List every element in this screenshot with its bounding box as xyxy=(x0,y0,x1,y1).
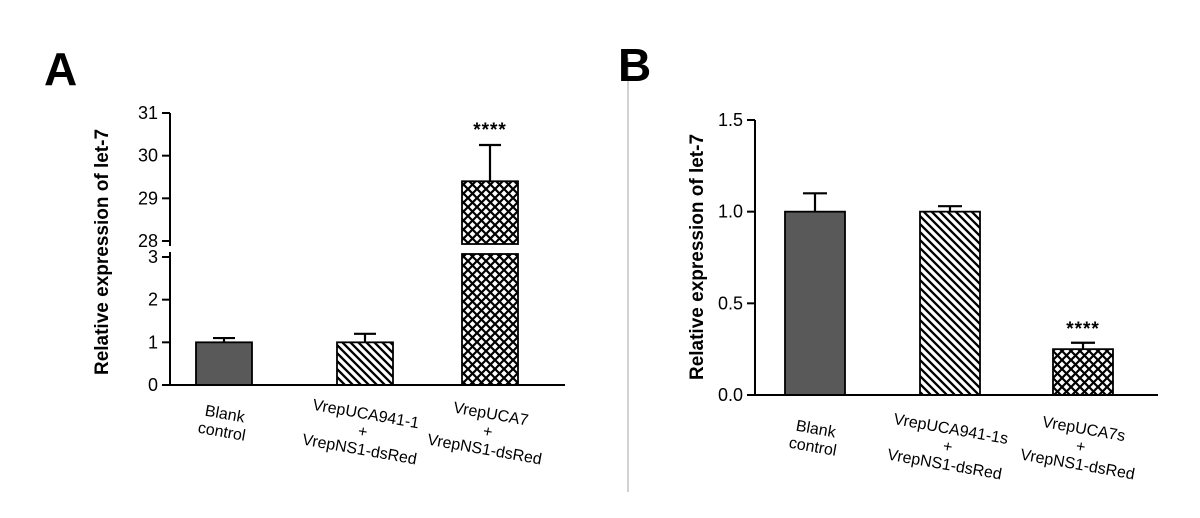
bar xyxy=(195,341,253,386)
y-tick-label: 1 xyxy=(148,332,158,352)
panel-a-label: A xyxy=(44,43,78,95)
panel-b-chart: 0.0 0.5 1.0 1.5 Blankcontrol VrepUCA941-1s+Vr… xyxy=(718,110,1158,483)
panel-a-chart: 0 1 2 328 29 30 31 Blankcontrol VrepUCA941-1+Vre… xyxy=(138,103,565,468)
y-tick-label: 2 xyxy=(148,290,158,310)
panel-b-label: B xyxy=(618,39,652,91)
x-category-label: VrepUCA941-1+VrepNS1-dsRed xyxy=(301,396,424,468)
y-tick-label: 1.5 xyxy=(718,110,743,130)
bar xyxy=(919,210,981,396)
y-tick-label: 0.5 xyxy=(718,293,743,313)
y-tick-label: 30 xyxy=(138,146,158,166)
bar-upper-segment xyxy=(461,180,519,245)
significance-stars: **** xyxy=(473,120,507,141)
panel-b-y-axis-title: Relative expression of let-7 xyxy=(687,133,708,381)
x-category-label: VrepUCA7+VrepNS1-dsRed xyxy=(426,396,549,468)
x-category-label: VrepUCA7s+VrepNS1-dsRed xyxy=(1019,411,1142,483)
x-category-label: Blankcontrol xyxy=(788,417,841,460)
bar-lower-segment xyxy=(461,253,519,386)
x-category-label: Blankcontrol xyxy=(197,402,250,445)
bar xyxy=(1052,348,1114,396)
y-tick-label: 29 xyxy=(138,188,158,208)
significance-stars: **** xyxy=(1066,319,1100,340)
y-tick-label: 31 xyxy=(138,103,158,123)
bar xyxy=(336,341,394,386)
bar xyxy=(784,210,846,396)
panel-a-y-axis-title: Relative expression of let-7 xyxy=(92,128,113,376)
y-tick-label: 28 xyxy=(138,231,158,251)
y-tick-label: 3 xyxy=(148,247,158,267)
y-tick-label: 0 xyxy=(148,375,158,395)
y-tick-label: 0.0 xyxy=(718,385,743,405)
x-category-label: VrepUCA941-1s+VrepNS1-dsRed xyxy=(886,411,1009,483)
y-tick-label: 1.0 xyxy=(718,202,743,222)
